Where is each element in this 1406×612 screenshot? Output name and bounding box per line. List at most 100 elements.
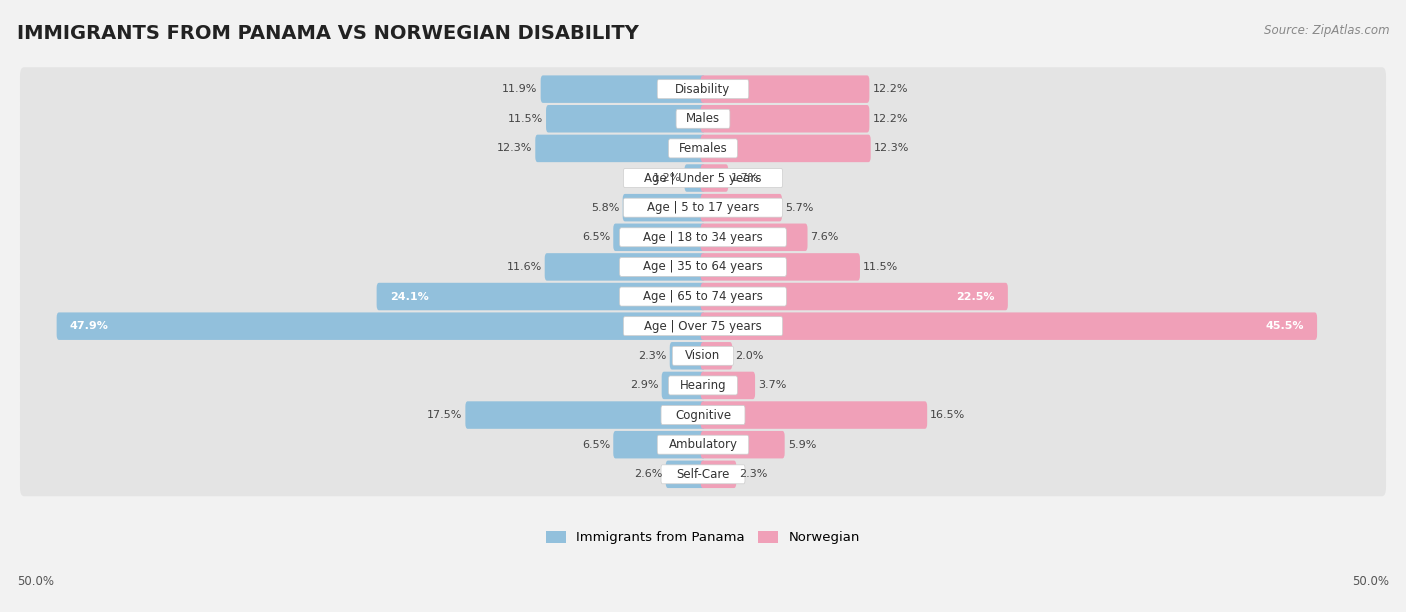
FancyBboxPatch shape: [669, 342, 706, 370]
FancyBboxPatch shape: [20, 304, 1386, 348]
Text: Males: Males: [686, 112, 720, 125]
FancyBboxPatch shape: [657, 80, 749, 99]
FancyBboxPatch shape: [20, 245, 1386, 289]
FancyBboxPatch shape: [661, 465, 745, 484]
Text: Hearing: Hearing: [679, 379, 727, 392]
Text: 3.7%: 3.7%: [758, 381, 786, 390]
FancyBboxPatch shape: [20, 215, 1386, 259]
Text: Age | 65 to 74 years: Age | 65 to 74 years: [643, 290, 763, 303]
Text: 12.2%: 12.2%: [872, 114, 908, 124]
Text: 47.9%: 47.9%: [70, 321, 108, 331]
Text: 22.5%: 22.5%: [956, 291, 995, 302]
FancyBboxPatch shape: [620, 287, 786, 306]
Text: 6.5%: 6.5%: [582, 439, 610, 450]
FancyBboxPatch shape: [700, 371, 755, 399]
Text: 50.0%: 50.0%: [1353, 575, 1389, 588]
FancyBboxPatch shape: [669, 376, 737, 395]
Legend: Immigrants from Panama, Norwegian: Immigrants from Panama, Norwegian: [541, 526, 865, 550]
FancyBboxPatch shape: [620, 258, 786, 277]
Text: IMMIGRANTS FROM PANAMA VS NORWEGIAN DISABILITY: IMMIGRANTS FROM PANAMA VS NORWEGIAN DISA…: [17, 24, 638, 43]
FancyBboxPatch shape: [700, 135, 870, 162]
Text: 11.5%: 11.5%: [508, 114, 543, 124]
Text: 11.6%: 11.6%: [506, 262, 541, 272]
FancyBboxPatch shape: [541, 75, 706, 103]
Text: Vision: Vision: [685, 349, 721, 362]
FancyBboxPatch shape: [546, 105, 706, 133]
Text: 17.5%: 17.5%: [427, 410, 463, 420]
FancyBboxPatch shape: [20, 127, 1386, 170]
FancyBboxPatch shape: [662, 371, 706, 399]
FancyBboxPatch shape: [620, 228, 786, 247]
Text: Ambulatory: Ambulatory: [668, 438, 738, 451]
Text: Cognitive: Cognitive: [675, 409, 731, 422]
Text: Source: ZipAtlas.com: Source: ZipAtlas.com: [1264, 24, 1389, 37]
FancyBboxPatch shape: [676, 110, 730, 129]
FancyBboxPatch shape: [700, 105, 869, 133]
Text: Age | 18 to 34 years: Age | 18 to 34 years: [643, 231, 763, 244]
FancyBboxPatch shape: [661, 406, 745, 425]
Text: Age | 35 to 64 years: Age | 35 to 64 years: [643, 261, 763, 274]
FancyBboxPatch shape: [20, 97, 1386, 141]
FancyBboxPatch shape: [623, 168, 783, 187]
Text: 2.3%: 2.3%: [740, 469, 768, 479]
FancyBboxPatch shape: [700, 461, 737, 488]
Text: Females: Females: [679, 142, 727, 155]
Text: 16.5%: 16.5%: [931, 410, 966, 420]
FancyBboxPatch shape: [700, 342, 733, 370]
Text: Age | Over 75 years: Age | Over 75 years: [644, 319, 762, 333]
FancyBboxPatch shape: [465, 401, 706, 429]
FancyBboxPatch shape: [700, 283, 1008, 310]
FancyBboxPatch shape: [20, 67, 1386, 111]
Text: 2.0%: 2.0%: [735, 351, 763, 361]
Text: 50.0%: 50.0%: [17, 575, 53, 588]
FancyBboxPatch shape: [657, 435, 749, 454]
FancyBboxPatch shape: [20, 275, 1386, 318]
Text: 5.7%: 5.7%: [785, 203, 814, 212]
Text: 12.3%: 12.3%: [873, 143, 910, 154]
FancyBboxPatch shape: [700, 164, 728, 192]
Text: 7.6%: 7.6%: [811, 233, 839, 242]
Text: 11.5%: 11.5%: [863, 262, 898, 272]
FancyBboxPatch shape: [700, 431, 785, 458]
FancyBboxPatch shape: [613, 431, 706, 458]
Text: Age | Under 5 years: Age | Under 5 years: [644, 171, 762, 185]
Text: 6.5%: 6.5%: [582, 233, 610, 242]
Text: 12.2%: 12.2%: [872, 84, 908, 94]
FancyBboxPatch shape: [700, 194, 782, 222]
FancyBboxPatch shape: [700, 75, 869, 103]
FancyBboxPatch shape: [20, 156, 1386, 200]
Text: Disability: Disability: [675, 83, 731, 95]
FancyBboxPatch shape: [20, 334, 1386, 378]
FancyBboxPatch shape: [20, 364, 1386, 408]
Text: 1.2%: 1.2%: [654, 173, 682, 183]
FancyBboxPatch shape: [536, 135, 706, 162]
Text: 2.6%: 2.6%: [634, 469, 662, 479]
FancyBboxPatch shape: [669, 139, 737, 158]
Text: 1.7%: 1.7%: [731, 173, 759, 183]
Text: Age | 5 to 17 years: Age | 5 to 17 years: [647, 201, 759, 214]
FancyBboxPatch shape: [665, 461, 706, 488]
FancyBboxPatch shape: [700, 401, 927, 429]
FancyBboxPatch shape: [20, 185, 1386, 230]
FancyBboxPatch shape: [377, 283, 706, 310]
FancyBboxPatch shape: [56, 312, 706, 340]
Text: 24.1%: 24.1%: [389, 291, 429, 302]
FancyBboxPatch shape: [20, 423, 1386, 466]
Text: 5.8%: 5.8%: [592, 203, 620, 212]
FancyBboxPatch shape: [623, 194, 706, 222]
Text: 45.5%: 45.5%: [1265, 321, 1303, 331]
Text: 5.9%: 5.9%: [787, 439, 815, 450]
FancyBboxPatch shape: [623, 198, 783, 217]
Text: 11.9%: 11.9%: [502, 84, 537, 94]
FancyBboxPatch shape: [613, 223, 706, 251]
FancyBboxPatch shape: [544, 253, 706, 281]
FancyBboxPatch shape: [672, 346, 734, 365]
Text: 2.3%: 2.3%: [638, 351, 666, 361]
Text: Self-Care: Self-Care: [676, 468, 730, 481]
FancyBboxPatch shape: [685, 164, 706, 192]
FancyBboxPatch shape: [20, 452, 1386, 496]
FancyBboxPatch shape: [20, 393, 1386, 437]
Text: 2.9%: 2.9%: [630, 381, 658, 390]
FancyBboxPatch shape: [700, 253, 860, 281]
FancyBboxPatch shape: [700, 312, 1317, 340]
